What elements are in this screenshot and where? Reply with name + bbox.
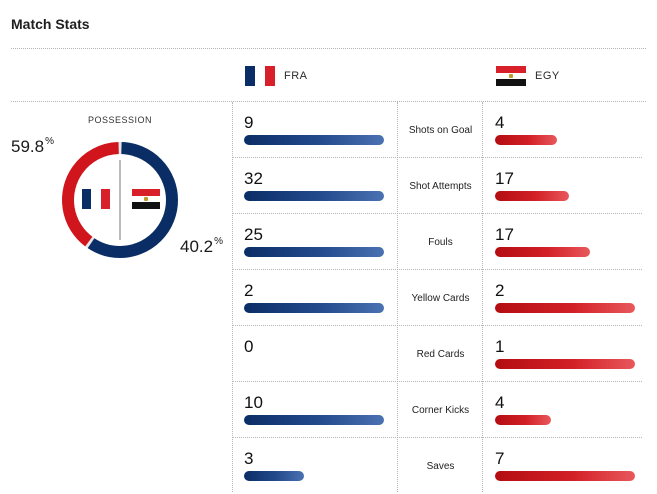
stat-label: Saves — [426, 461, 455, 472]
possession-label: POSSESSION — [87, 115, 153, 125]
stat-row: 9 Shots on Goal 4 — [232, 102, 642, 158]
home-stat-value: 25 — [244, 225, 263, 244]
stat-label: Fouls — [428, 237, 453, 248]
away-stat-value: 7 — [495, 449, 505, 468]
home-stat-value: 9 — [244, 113, 254, 132]
away-possession-value: 40.2% — [180, 236, 223, 256]
home-stat-bar — [244, 303, 384, 313]
stat-row: 3 Saves 7 — [232, 438, 642, 494]
france-flag-icon — [82, 189, 110, 209]
home-stat-bar — [244, 135, 384, 145]
stat-label: Corner Kicks — [411, 405, 470, 416]
home-stat-bar — [244, 471, 304, 481]
egypt-flag-icon — [496, 66, 526, 87]
possession-donut-chart — [62, 142, 178, 258]
row-divider — [232, 157, 642, 158]
column-divider — [397, 102, 398, 492]
card-title: Match Stats — [11, 16, 90, 32]
home-stat-bar — [244, 191, 384, 201]
away-stat-bar — [495, 191, 569, 201]
home-team-header: FRA — [245, 66, 308, 86]
divider — [11, 101, 646, 102]
stat-label: Yellow Cards — [411, 293, 470, 304]
stat-label: Shot Attempts — [409, 181, 472, 192]
home-stat-value: 0 — [244, 337, 254, 356]
divider — [11, 48, 646, 49]
home-stat-value: 32 — [244, 169, 263, 188]
away-stat-bar — [495, 359, 635, 369]
egypt-flag-icon — [132, 189, 160, 210]
home-stat-value: 10 — [244, 393, 263, 412]
stat-row: 2 Yellow Cards 2 — [232, 270, 642, 326]
home-stat-bar — [244, 415, 384, 425]
row-divider — [232, 213, 642, 214]
row-divider — [232, 325, 642, 326]
away-stat-value: 1 — [495, 337, 505, 356]
home-team-abbr: FRA — [284, 70, 308, 82]
away-stat-value: 17 — [495, 169, 514, 188]
column-divider — [232, 102, 233, 492]
away-possession-arc — [62, 142, 178, 258]
stat-row: 0 Red Cards 1 — [232, 326, 642, 382]
row-divider — [232, 381, 642, 382]
france-flag-icon — [245, 66, 275, 86]
away-stat-value: 4 — [495, 113, 505, 132]
away-team-abbr: EGY — [535, 70, 560, 82]
stat-row: 10 Corner Kicks 4 — [232, 382, 642, 438]
away-stat-bar — [495, 471, 635, 481]
away-stat-bar — [495, 303, 635, 313]
home-possession-value: 59.8% — [11, 136, 54, 156]
away-stat-bar — [495, 247, 590, 257]
home-possession-arc — [62, 142, 178, 258]
away-team-header: EGY — [496, 66, 560, 87]
away-stat-value: 17 — [495, 225, 514, 244]
row-divider — [232, 269, 642, 270]
home-stat-bar — [244, 247, 384, 257]
stat-row: 32 Shot Attempts 17 — [232, 158, 642, 214]
away-stat-value: 2 — [495, 281, 505, 300]
stat-label: Red Cards — [416, 349, 465, 360]
row-divider — [232, 437, 642, 438]
stat-row: 25 Fouls 17 — [232, 214, 642, 270]
away-stat-bar — [495, 135, 557, 145]
home-stat-value: 3 — [244, 449, 254, 468]
away-stat-bar — [495, 415, 551, 425]
column-divider — [482, 102, 483, 492]
away-stat-value: 4 — [495, 393, 505, 412]
home-stat-value: 2 — [244, 281, 254, 300]
stat-label: Shots on Goal — [408, 125, 473, 136]
